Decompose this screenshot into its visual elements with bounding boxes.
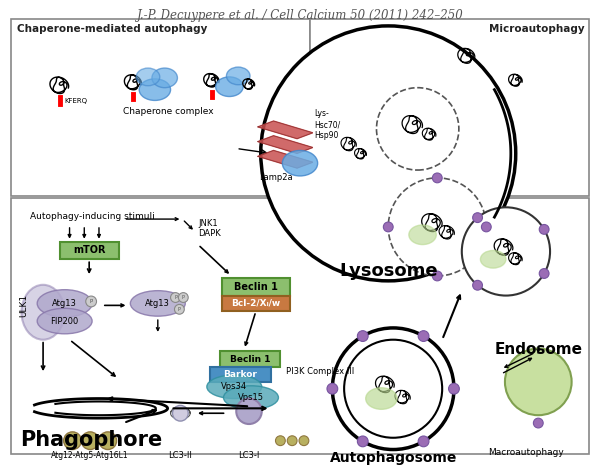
Ellipse shape — [136, 68, 160, 86]
Text: FIP200: FIP200 — [50, 316, 79, 326]
Text: P: P — [174, 295, 177, 300]
Circle shape — [178, 292, 188, 302]
Ellipse shape — [224, 386, 278, 410]
Bar — [11, 19, 310, 196]
Text: Beclin 1: Beclin 1 — [230, 355, 270, 364]
Text: P: P — [178, 307, 181, 312]
Circle shape — [170, 292, 181, 302]
Circle shape — [473, 213, 482, 223]
Ellipse shape — [37, 308, 92, 334]
Ellipse shape — [283, 150, 317, 176]
Text: KFERQ: KFERQ — [65, 98, 88, 104]
Ellipse shape — [409, 225, 436, 245]
Bar — [221, 278, 290, 296]
Circle shape — [433, 271, 442, 281]
Circle shape — [327, 383, 338, 394]
Text: Bcl-2/Xₗ/w: Bcl-2/Xₗ/w — [231, 299, 280, 308]
Text: Lysosome: Lysosome — [339, 262, 437, 280]
Text: LC3-II: LC3-II — [169, 451, 193, 460]
Text: Lamp2a: Lamp2a — [259, 173, 292, 182]
Bar — [210, 367, 271, 382]
Circle shape — [332, 328, 454, 450]
Ellipse shape — [139, 79, 170, 101]
Text: Vps34: Vps34 — [221, 382, 247, 391]
Text: Phagophore: Phagophore — [20, 430, 163, 450]
Text: P: P — [182, 295, 185, 300]
Polygon shape — [258, 121, 313, 139]
Circle shape — [64, 432, 82, 450]
Text: Chaperone-mediated autophagy: Chaperone-mediated autophagy — [17, 24, 207, 34]
Bar — [310, 19, 589, 196]
Circle shape — [433, 173, 442, 183]
Ellipse shape — [130, 291, 185, 316]
Circle shape — [383, 222, 393, 232]
Text: Endosome: Endosome — [494, 342, 582, 357]
Text: Macroautophagy: Macroautophagy — [488, 447, 563, 457]
Ellipse shape — [481, 250, 506, 268]
Circle shape — [86, 296, 97, 307]
Circle shape — [173, 405, 188, 421]
Ellipse shape — [226, 67, 250, 85]
Circle shape — [344, 340, 442, 438]
Circle shape — [82, 432, 99, 450]
Circle shape — [473, 280, 482, 290]
Ellipse shape — [22, 285, 65, 340]
Circle shape — [376, 88, 459, 170]
Ellipse shape — [215, 77, 243, 96]
Circle shape — [481, 222, 491, 232]
Circle shape — [275, 436, 285, 446]
Circle shape — [299, 436, 309, 446]
Text: Chaperone complex: Chaperone complex — [124, 107, 214, 116]
Circle shape — [539, 225, 549, 234]
Text: mTOR: mTOR — [73, 245, 106, 256]
Bar — [220, 351, 280, 367]
Circle shape — [533, 418, 543, 428]
Bar — [60, 241, 119, 259]
Polygon shape — [258, 136, 313, 154]
Circle shape — [358, 436, 368, 447]
Text: Vps15: Vps15 — [238, 393, 264, 402]
Text: Beclin 1: Beclin 1 — [234, 282, 278, 292]
Text: Lys-
Hsc70/
Hsp90: Lys- Hsc70/ Hsp90 — [315, 109, 341, 140]
Text: Microautophagy: Microautophagy — [489, 24, 584, 34]
Ellipse shape — [37, 290, 92, 317]
Text: W: W — [177, 412, 184, 418]
Text: Atg12-Atg5-Atg16L1: Atg12-Atg5-Atg16L1 — [52, 451, 129, 460]
Circle shape — [358, 331, 368, 342]
Text: Autophagy-inducing stimuli: Autophagy-inducing stimuli — [31, 212, 155, 221]
Circle shape — [418, 436, 429, 447]
Circle shape — [505, 349, 572, 415]
Circle shape — [236, 399, 262, 424]
Text: PI3K Complex III: PI3K Complex III — [286, 366, 355, 376]
Bar — [221, 296, 290, 311]
Text: LC3-I: LC3-I — [238, 451, 260, 460]
Circle shape — [462, 207, 550, 296]
Text: Autophagosome: Autophagosome — [329, 451, 457, 465]
Circle shape — [388, 178, 487, 276]
Circle shape — [418, 331, 429, 342]
Text: Barkor: Barkor — [223, 370, 257, 379]
Bar — [11, 197, 589, 454]
Text: P: P — [89, 299, 93, 304]
Ellipse shape — [207, 375, 262, 399]
Text: JNK1
DAPK: JNK1 DAPK — [198, 219, 221, 239]
Circle shape — [539, 269, 549, 278]
Circle shape — [449, 383, 460, 394]
Circle shape — [99, 432, 116, 450]
Circle shape — [175, 304, 184, 314]
Text: Atg13: Atg13 — [52, 299, 77, 308]
Ellipse shape — [366, 388, 397, 410]
Circle shape — [287, 436, 297, 446]
Text: ULK1: ULK1 — [19, 294, 28, 317]
Polygon shape — [258, 150, 313, 168]
Text: J.-P. Decuypere et al. / Cell Calcium 50 (2011) 242–250: J.-P. Decuypere et al. / Cell Calcium 50… — [137, 9, 463, 22]
Circle shape — [261, 26, 516, 281]
Text: Atg13: Atg13 — [145, 299, 170, 308]
Ellipse shape — [152, 68, 178, 88]
